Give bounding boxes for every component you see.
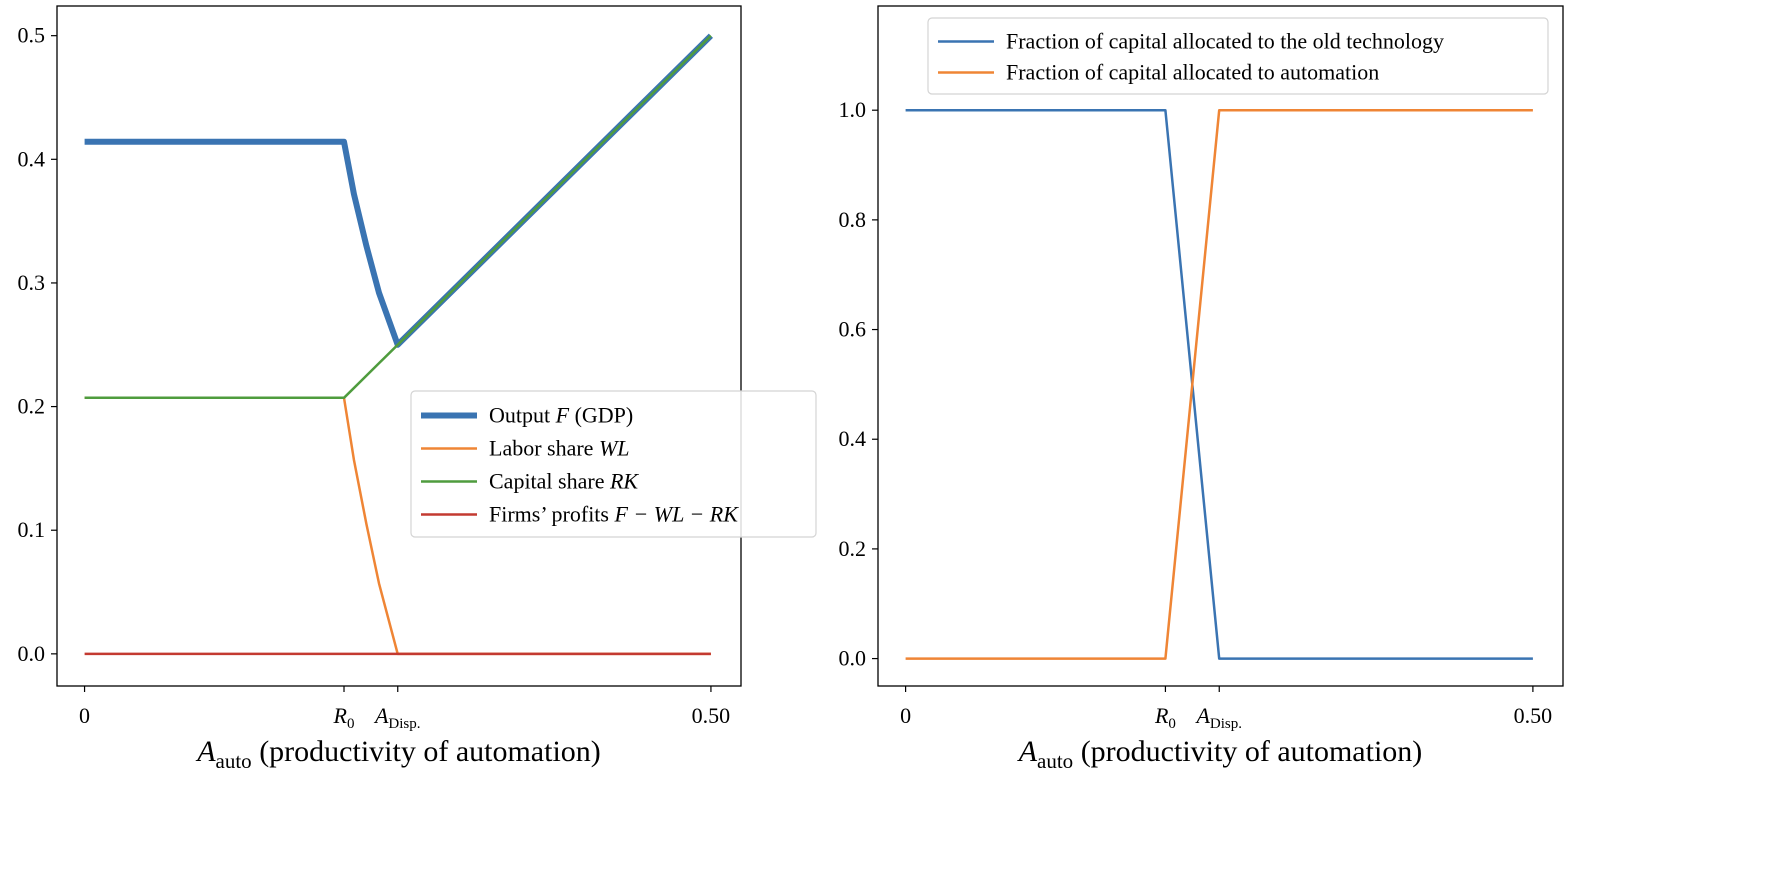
text-span: Labor share: [489, 436, 599, 461]
text-span: Disp.: [388, 716, 420, 732]
legend: Fraction of capital allocated to the old…: [927, 17, 1549, 95]
text-span: 0: [900, 703, 911, 728]
text-span: RK: [609, 469, 639, 494]
y-tick-label: 0.1: [18, 517, 46, 542]
x-tick-label: R0: [333, 703, 355, 732]
axes-frame: [877, 5, 1564, 687]
legend-label: Capital share RK: [489, 469, 639, 494]
text-span: Fraction of capital allocated to the old…: [1006, 29, 1444, 54]
legend-label: Output F (GDP): [489, 403, 633, 428]
legend-box: [410, 390, 817, 538]
x-tick-label: 0.50: [692, 703, 731, 728]
y-tick-label: 0.4: [839, 426, 867, 451]
legend: Output F (GDP) Labor share WL Capital shar…: [410, 390, 817, 538]
text-span: A: [373, 703, 389, 728]
text-span: A: [1017, 735, 1038, 768]
axes-frame: [56, 5, 742, 687]
text-span: (productivity of automation): [1073, 735, 1422, 768]
series-line-3: [84, 34, 712, 400]
text-span: Capital share: [489, 469, 610, 494]
x-tick-label: 0: [900, 703, 911, 728]
legend-label: Labor share WL: [489, 436, 630, 461]
y-tick-label: 0.2: [18, 394, 46, 419]
text-span: Firms’ profits: [489, 502, 614, 527]
text-span: auto: [216, 749, 252, 773]
legend-label: Firms’ profits F − WL − RK: [489, 502, 739, 527]
text-span: auto: [1037, 749, 1073, 773]
y-tick-label: 1.0: [839, 97, 867, 122]
text-span: 0.50: [1514, 703, 1553, 728]
text-span: A: [195, 735, 216, 768]
x-axis-label: Aauto (productivity of automation): [1017, 735, 1423, 773]
text-span: Fraction of capital allocated to automat…: [1006, 60, 1379, 85]
text-span: 0.50: [692, 703, 731, 728]
text-span: F − WL − RK: [613, 502, 739, 527]
y-tick-label: 0.0: [839, 646, 867, 671]
series-line-2: [905, 108, 1533, 660]
series-line-1: [905, 108, 1533, 660]
series-line-1: [84, 33, 714, 348]
y-tick-label: 0.3: [18, 270, 46, 295]
x-axis-label: Aauto (productivity of automation): [195, 735, 601, 773]
text-span: R: [333, 703, 348, 728]
y-tick-label: 0.6: [839, 317, 867, 342]
text-span: A: [1194, 703, 1210, 728]
text-span: F: [555, 403, 570, 428]
text-span: R: [1154, 703, 1169, 728]
text-span: Output: [489, 403, 556, 428]
x-tick-label: ADisp.: [1194, 703, 1242, 732]
x-tick-label: 0: [79, 703, 90, 728]
y-tick-label: 0.4: [18, 146, 46, 171]
text-span: (GDP): [569, 403, 633, 428]
text-span: 0: [79, 703, 90, 728]
y-tick-label: 0.5: [18, 23, 46, 48]
x-tick-label: 0.50: [1514, 703, 1553, 728]
x-tick-label: R0: [1154, 703, 1176, 732]
text-span: (productivity of automation): [252, 735, 601, 768]
y-tick-label: 0.8: [839, 207, 867, 232]
y-tick-label: 0.0: [18, 641, 46, 666]
text-span: 0: [1168, 716, 1176, 732]
x-tick-label: ADisp.: [373, 703, 421, 732]
y-tick-label: 0.2: [839, 536, 867, 561]
text-span: Disp.: [1210, 716, 1242, 732]
text-span: WL: [599, 436, 630, 461]
legend-label: Fraction of capital allocated to the old…: [1006, 29, 1444, 54]
legend-box: [927, 17, 1549, 95]
legend-label: Fraction of capital allocated to automat…: [1006, 60, 1379, 85]
text-span: 0: [347, 716, 355, 732]
